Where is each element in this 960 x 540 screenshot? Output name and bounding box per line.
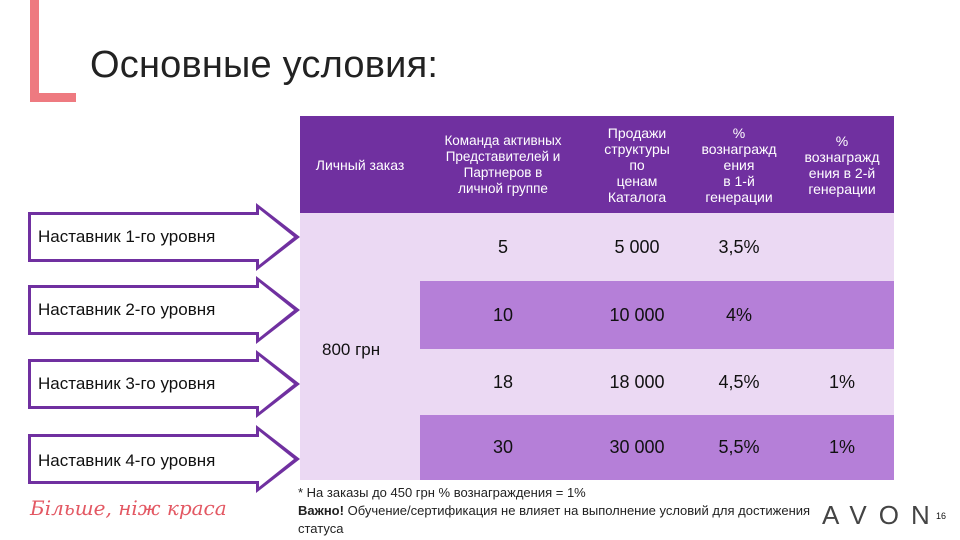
- slogan-text: Більше, ніж краса: [30, 496, 227, 520]
- row2-sales: 10 000: [586, 281, 688, 349]
- row4-gen2: 1%: [790, 415, 894, 480]
- level-4-arrow: [28, 425, 300, 493]
- footnote-line-1: * На заказы до 450 грн % вознаграждения …: [298, 485, 586, 500]
- row1-gen2: [790, 213, 894, 281]
- row4-gen1: 5,5%: [688, 415, 790, 480]
- level-1-arrow: [28, 203, 300, 271]
- footnote: * На заказы до 450 грн % вознаграждения …: [298, 484, 818, 538]
- corner-bracket-decoration: [30, 0, 76, 102]
- personal-order-value: 800 грн: [322, 340, 381, 359]
- personal-order-cell: [300, 213, 420, 480]
- header-reward-gen1: % вознагражд ения в 1-й генерации: [688, 116, 790, 213]
- row2-team: 10: [420, 281, 586, 349]
- level-3-label: Наставник 3-го уровня: [38, 374, 216, 393]
- level-2-arrow: [28, 276, 300, 344]
- row3-gen1: 4,5%: [688, 349, 790, 415]
- row1-gen1: 3,5%: [688, 213, 790, 281]
- level-4-label: Наставник 4-го уровня: [38, 451, 216, 470]
- header-personal-order: Личный заказ: [300, 116, 420, 213]
- row1-team: 5: [420, 213, 586, 281]
- row1-sales: 5 000: [586, 213, 688, 281]
- page-title: Основные условия:: [90, 44, 439, 86]
- page-number: 16: [936, 511, 947, 521]
- avon-logo: AVON: [822, 500, 942, 530]
- row2-gen1: 4%: [688, 281, 790, 349]
- level-2-label: Наставник 2-го уровня: [38, 300, 216, 319]
- header-reward-gen2: % вознагражд ения в 2-й генерации: [790, 116, 894, 213]
- level-3-arrow: [28, 350, 300, 418]
- row3-team: 18: [420, 349, 586, 415]
- header-sales: Продажи структуры по ценам Каталога: [586, 116, 688, 213]
- level-1-label: Наставник 1-го уровня: [38, 227, 216, 246]
- row3-sales: 18 000: [586, 349, 688, 415]
- footnote-important-text: Обучение/сертификация не влияет на выпол…: [298, 503, 811, 536]
- footnote-line-2: Важно! Обучение/сертификация не влияет н…: [298, 502, 818, 538]
- header-team: Команда активных Представителей и Партне…: [420, 116, 586, 213]
- row4-team: 30: [420, 415, 586, 480]
- row3-gen2: 1%: [790, 349, 894, 415]
- row2-gen2: [790, 281, 894, 349]
- row4-sales: 30 000: [586, 415, 688, 480]
- footnote-important-label: Важно!: [298, 503, 344, 518]
